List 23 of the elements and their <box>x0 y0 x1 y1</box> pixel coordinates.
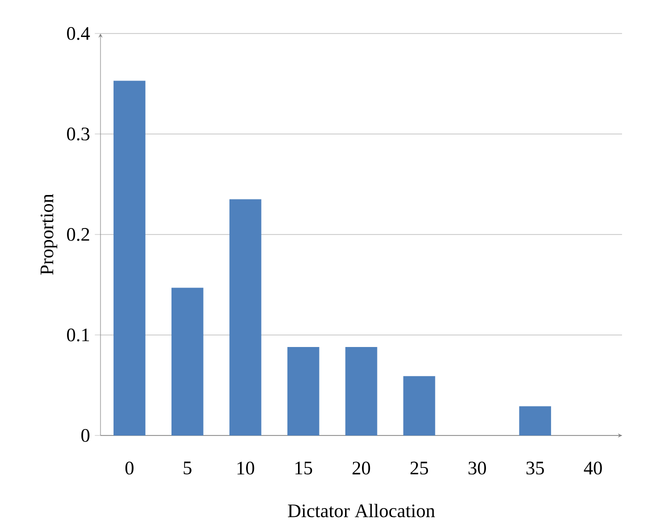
x-tick-label: 35 <box>526 461 544 474</box>
bar <box>345 346 378 436</box>
x-tick-label: 0 <box>125 461 134 474</box>
bar <box>114 80 146 436</box>
y-tick-label: 0.3 <box>67 127 90 140</box>
x-tick-label: 5 <box>184 462 192 474</box>
bar <box>403 376 436 436</box>
y-tick-label: 0.4 <box>67 26 90 40</box>
y-axis-title: Proportion <box>40 194 58 275</box>
bar <box>287 346 320 436</box>
bar <box>229 199 262 436</box>
x-tick-label: 30 <box>468 461 486 474</box>
x-tick-label: 15 <box>295 461 312 474</box>
x-tick-label: 40 <box>584 461 602 474</box>
y-tick-label: 0.2 <box>67 228 90 241</box>
y-tick-label: 0.1 <box>67 328 90 342</box>
x-axis-title: Dictator Allocation <box>288 504 435 518</box>
bar <box>171 288 204 436</box>
bar <box>519 406 552 436</box>
x-tick-label: 10 <box>238 461 254 474</box>
x-tick-label: 20 <box>352 461 370 474</box>
y-tick-label: 0 <box>81 428 90 442</box>
x-tick-label: 25 <box>410 461 428 474</box>
